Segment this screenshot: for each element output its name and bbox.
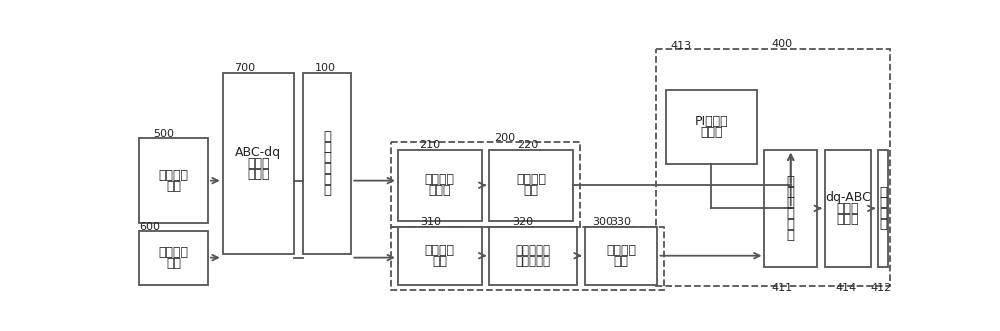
Text: 210: 210 [419, 140, 440, 150]
Text: 换单元: 换单元 [836, 213, 859, 226]
Bar [489, 227, 577, 285]
Bar [666, 90, 757, 165]
Text: 换模块: 换模块 [247, 167, 270, 181]
Bar [303, 73, 351, 254]
Text: 100: 100 [314, 63, 335, 73]
Text: 500: 500 [153, 129, 174, 139]
Text: 413: 413 [671, 41, 692, 51]
Text: 识单元: 识单元 [700, 126, 723, 139]
Text: 电压采集: 电压采集 [158, 169, 188, 182]
Bar [139, 138, 208, 223]
Text: 计: 计 [323, 151, 331, 165]
Text: 电流采集: 电流采集 [158, 246, 188, 259]
Text: 单元: 单元 [614, 255, 629, 267]
Text: 算单元: 算单元 [428, 184, 451, 197]
Text: 角频率计: 角频率计 [425, 173, 455, 186]
Text: 调: 调 [787, 197, 795, 210]
Bar [398, 150, 482, 221]
Bar [585, 227, 657, 285]
Bar [825, 150, 871, 267]
Text: 控: 控 [879, 186, 887, 199]
Text: 600: 600 [139, 222, 160, 232]
Bar [656, 49, 890, 286]
Text: 700: 700 [235, 63, 256, 73]
Text: 200: 200 [494, 132, 515, 143]
Text: 节: 节 [787, 207, 795, 220]
Bar [878, 150, 888, 267]
Text: 300: 300 [592, 217, 613, 227]
Text: 元: 元 [787, 229, 795, 242]
Text: 400: 400 [772, 39, 793, 49]
Text: 电: 电 [787, 175, 795, 188]
Text: 单: 单 [787, 218, 795, 231]
Text: 算: 算 [323, 162, 331, 175]
Bar [489, 150, 573, 221]
Text: 流: 流 [787, 186, 795, 199]
Bar [223, 73, 294, 254]
Bar [391, 142, 580, 227]
Text: 414: 414 [835, 283, 856, 293]
Text: 220: 220 [517, 140, 539, 150]
Text: 率: 率 [323, 141, 331, 154]
Text: 坐标变: 坐标变 [247, 157, 270, 170]
Text: ABC-dq: ABC-dq [235, 146, 281, 159]
Text: 相位计算: 相位计算 [516, 173, 546, 186]
Text: 元: 元 [879, 218, 887, 231]
Text: 块: 块 [323, 184, 331, 197]
Text: 412: 412 [870, 283, 891, 293]
Text: 单元: 单元 [524, 184, 539, 197]
Text: 率计算单元: 率计算单元 [516, 255, 551, 267]
Text: 制: 制 [879, 197, 887, 210]
Text: 坐标变: 坐标变 [836, 202, 859, 215]
Text: 模: 模 [323, 173, 331, 186]
Text: 单元: 单元 [432, 255, 447, 267]
Text: 积分调节: 积分调节 [606, 244, 636, 257]
Text: 单: 单 [879, 207, 887, 220]
Text: PI参数辨: PI参数辨 [694, 115, 728, 128]
Text: 330: 330 [610, 217, 632, 227]
Bar [139, 231, 208, 285]
Text: 模块: 模块 [166, 179, 181, 193]
Text: 功: 功 [323, 130, 331, 143]
Text: 下垂无功功: 下垂无功功 [516, 244, 551, 257]
Bar [764, 150, 817, 267]
Text: 幅值检测: 幅值检测 [425, 244, 455, 257]
Text: 310: 310 [421, 217, 442, 227]
Bar [391, 227, 664, 290]
Text: 320: 320 [512, 217, 533, 227]
Text: dq-ABC: dq-ABC [825, 191, 871, 204]
Text: 411: 411 [772, 283, 793, 293]
Text: 模块: 模块 [166, 257, 181, 269]
Bar [398, 227, 482, 285]
